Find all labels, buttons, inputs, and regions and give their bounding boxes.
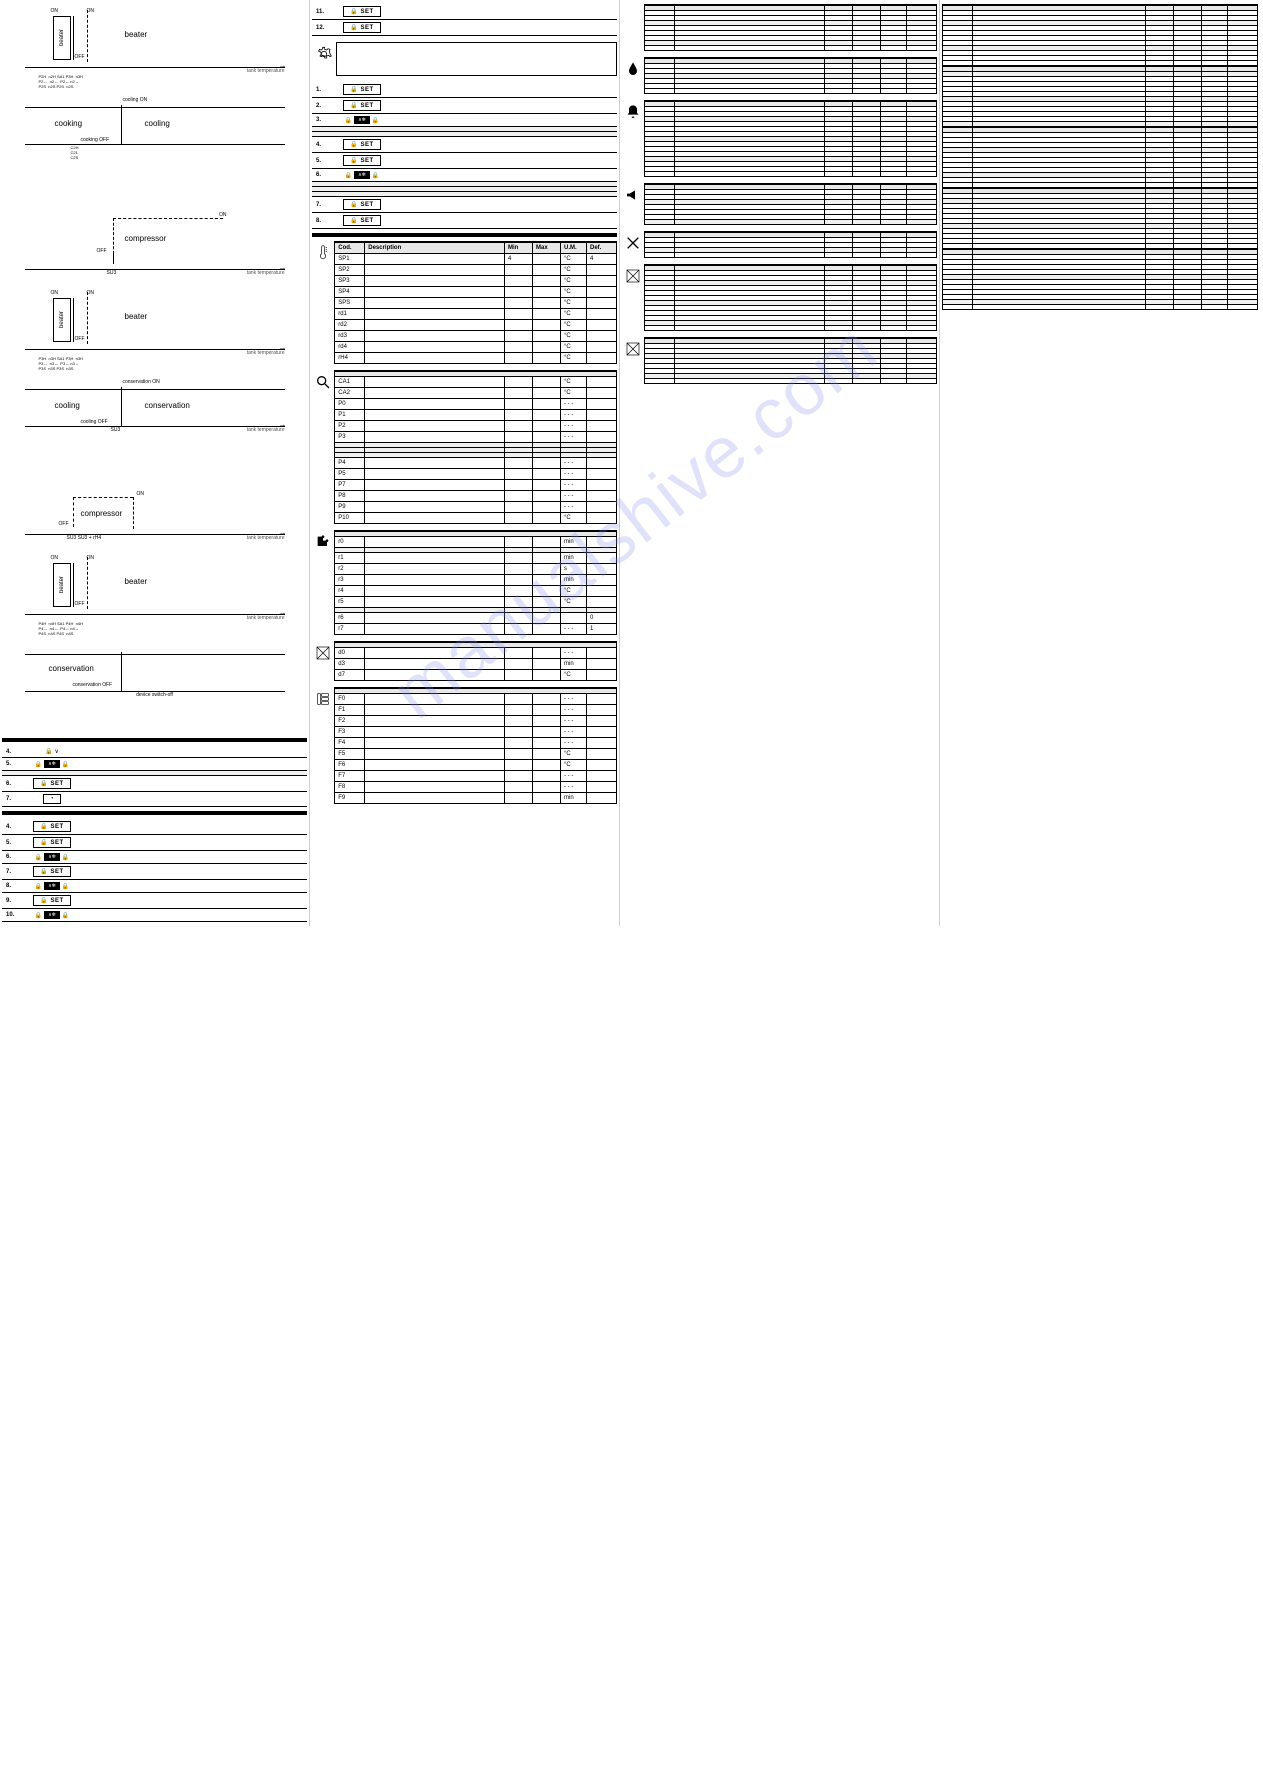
col2-top-steps: 11.🔒 SET12.🔒 SET bbox=[312, 4, 617, 36]
drop-icon bbox=[622, 57, 644, 94]
step-row: 1.🔒 SET bbox=[312, 82, 617, 98]
set-button[interactable]: 🔒 SET bbox=[343, 199, 380, 210]
step-row: 8.🔒 SET bbox=[312, 213, 617, 229]
column-params-3 bbox=[620, 0, 940, 926]
set-button[interactable]: 🔒 SET bbox=[343, 155, 380, 166]
set-button[interactable]: 🔒 SET bbox=[343, 139, 380, 150]
search-icon bbox=[312, 370, 334, 524]
column-parameters: 11.🔒 SET12.🔒 SET 1.🔒 SET2.🔒 SET3.🔒∧❄🔒 4.🔒… bbox=[310, 0, 620, 926]
param-section-puzzle: r0minr1minr2sr3minr4°Cr5°Cr60r7- - -1 bbox=[312, 530, 617, 635]
mix-icon bbox=[622, 337, 644, 384]
diagram-beater-3: beater ON ON OFF beater → tank temperatu… bbox=[25, 557, 285, 636]
section-s6 bbox=[622, 264, 937, 331]
clock-button[interactable]: ◔ bbox=[43, 794, 61, 804]
step-row: 7.🔒 SET bbox=[312, 197, 617, 213]
steps-block-b: 4.🔒 SET5.🔒 SET6.🔒∧❄🔒7.🔒 SET8.🔒∧❄🔒9.🔒 SET… bbox=[2, 819, 307, 922]
step-row: 5.🔒∧❄🔒 bbox=[2, 758, 307, 771]
diagram-compressor-2: ON compressor OFF → SU3 SU3 + rH4 tank t… bbox=[25, 495, 285, 541]
step-row: 5.🔒 SET bbox=[312, 153, 617, 169]
col2-step-list: 1.🔒 SET2.🔒 SET3.🔒∧❄🔒 4.🔒 SET5.🔒 SET6.🔒∧❄🔒… bbox=[312, 82, 617, 229]
steps-block-a: 4.🔒∨5.🔒∧❄🔒 6.🔒 SET7.◔ bbox=[2, 746, 307, 807]
fan-icon bbox=[312, 687, 334, 804]
step-row: 7.🔒 SET bbox=[2, 864, 307, 880]
set-button[interactable]: 🔒 SET bbox=[33, 895, 70, 906]
diagram-cooling-conservation: conservation ON cooling conservation coo… bbox=[25, 387, 285, 433]
column-diagrams: beater ON ON OFF beater → tank temperatu… bbox=[0, 0, 310, 926]
gear-icon bbox=[316, 46, 332, 62]
step-row: 2.🔒 SET bbox=[312, 98, 617, 114]
set-button[interactable]: 🔒 SET bbox=[33, 821, 70, 832]
therm-icon bbox=[312, 241, 334, 364]
key-row[interactable]: 🔒∧❄🔒 bbox=[336, 116, 388, 124]
diagram-beater-1: beater ON ON OFF beater → tank temperatu… bbox=[25, 10, 285, 89]
mix-icon bbox=[622, 264, 644, 331]
key-row[interactable]: 🔒∧❄🔒 bbox=[26, 911, 78, 919]
param-section-fan: F0- - -F1- - -F2- - -F3- - -F4- - -F5°CF… bbox=[312, 687, 617, 804]
param-section-search: CA1°CCA2°CP0- - -P1- - -P2- - -P3- - -P4… bbox=[312, 370, 617, 524]
section-s4 bbox=[622, 183, 937, 225]
diagram-beater-2: beater ON ON OFF beater → tank temperatu… bbox=[25, 292, 285, 371]
diagram-cooking-cooling: cooling ON cooking cooling cooking OFF C… bbox=[25, 105, 285, 160]
set-button[interactable]: 🔒 SET bbox=[33, 837, 70, 848]
step-row: 11.🔒 SET bbox=[312, 4, 617, 20]
step-row: 4.🔒 SET bbox=[312, 137, 617, 153]
step-row: 4.🔒 SET bbox=[2, 819, 307, 835]
page: beater ON ON OFF beater → tank temperatu… bbox=[0, 0, 1263, 926]
step-row: 6.🔒∧❄🔒 bbox=[2, 851, 307, 864]
section-s2 bbox=[622, 57, 937, 94]
set-button[interactable]: 🔒 SET bbox=[343, 6, 380, 17]
key-row[interactable]: 🔒∨ bbox=[26, 748, 78, 755]
tools-icon bbox=[622, 231, 644, 258]
step-row: 4.🔒∨ bbox=[2, 746, 307, 758]
section-s7 bbox=[622, 337, 937, 384]
configure-section bbox=[312, 42, 617, 76]
beater-box: beater bbox=[53, 16, 71, 60]
step-row: 6.🔒 SET bbox=[2, 776, 307, 792]
set-button[interactable]: 🔒 SET bbox=[343, 22, 380, 33]
set-button[interactable]: 🔒 SET bbox=[343, 215, 380, 226]
step-row: 9.🔒 SET bbox=[2, 893, 307, 909]
step-row: 7.◔ bbox=[2, 792, 307, 807]
step-row: 6.🔒∧❄🔒 bbox=[312, 169, 617, 182]
step-row: 5.🔒 SET bbox=[2, 835, 307, 851]
diagram-compressor-1: ON compressor OFF → SU3 tank temperature bbox=[25, 212, 285, 276]
mix-icon bbox=[312, 641, 334, 681]
set-button[interactable]: 🔒 SET bbox=[33, 778, 70, 789]
key-row[interactable]: 🔒∧❄🔒 bbox=[26, 882, 78, 890]
column-params-4 bbox=[940, 0, 1260, 926]
set-button[interactable]: 🔒 SET bbox=[343, 84, 380, 95]
table-col4 bbox=[942, 4, 1258, 310]
step-row: 3.🔒∧❄🔒 bbox=[312, 114, 617, 127]
arrow-right-icon: → bbox=[279, 61, 287, 70]
section-s5 bbox=[622, 231, 937, 258]
param-section-therm: Cod.DescriptionMinMaxU.M.Def.SP14°C4SP2°… bbox=[312, 241, 617, 364]
blank-icon bbox=[622, 4, 644, 51]
set-button[interactable]: 🔒 SET bbox=[33, 866, 70, 877]
parameter-tables: Cod.DescriptionMinMaxU.M.Def.SP14°C4SP2°… bbox=[312, 241, 617, 810]
diagram-conservation-end: conservation conservation OFF device swi… bbox=[25, 652, 285, 698]
key-row[interactable]: 🔒∧❄🔒 bbox=[26, 760, 78, 768]
step-row: 12.🔒 SET bbox=[312, 20, 617, 36]
step-row: 8.🔒∧❄🔒 bbox=[2, 880, 307, 893]
param-section-mix: d0- - -d3mind7°C bbox=[312, 641, 617, 681]
horn-icon bbox=[622, 183, 644, 225]
section-s3 bbox=[622, 100, 937, 177]
key-row[interactable]: 🔒∧❄🔒 bbox=[336, 171, 388, 179]
key-row[interactable]: 🔒∧❄🔒 bbox=[26, 853, 78, 861]
section-s1 bbox=[622, 4, 937, 51]
set-button[interactable]: 🔒 SET bbox=[343, 100, 380, 111]
step-row: 10.🔒∧❄🔒 bbox=[2, 909, 307, 922]
bell-icon bbox=[622, 100, 644, 177]
puzzle-icon bbox=[312, 530, 334, 635]
